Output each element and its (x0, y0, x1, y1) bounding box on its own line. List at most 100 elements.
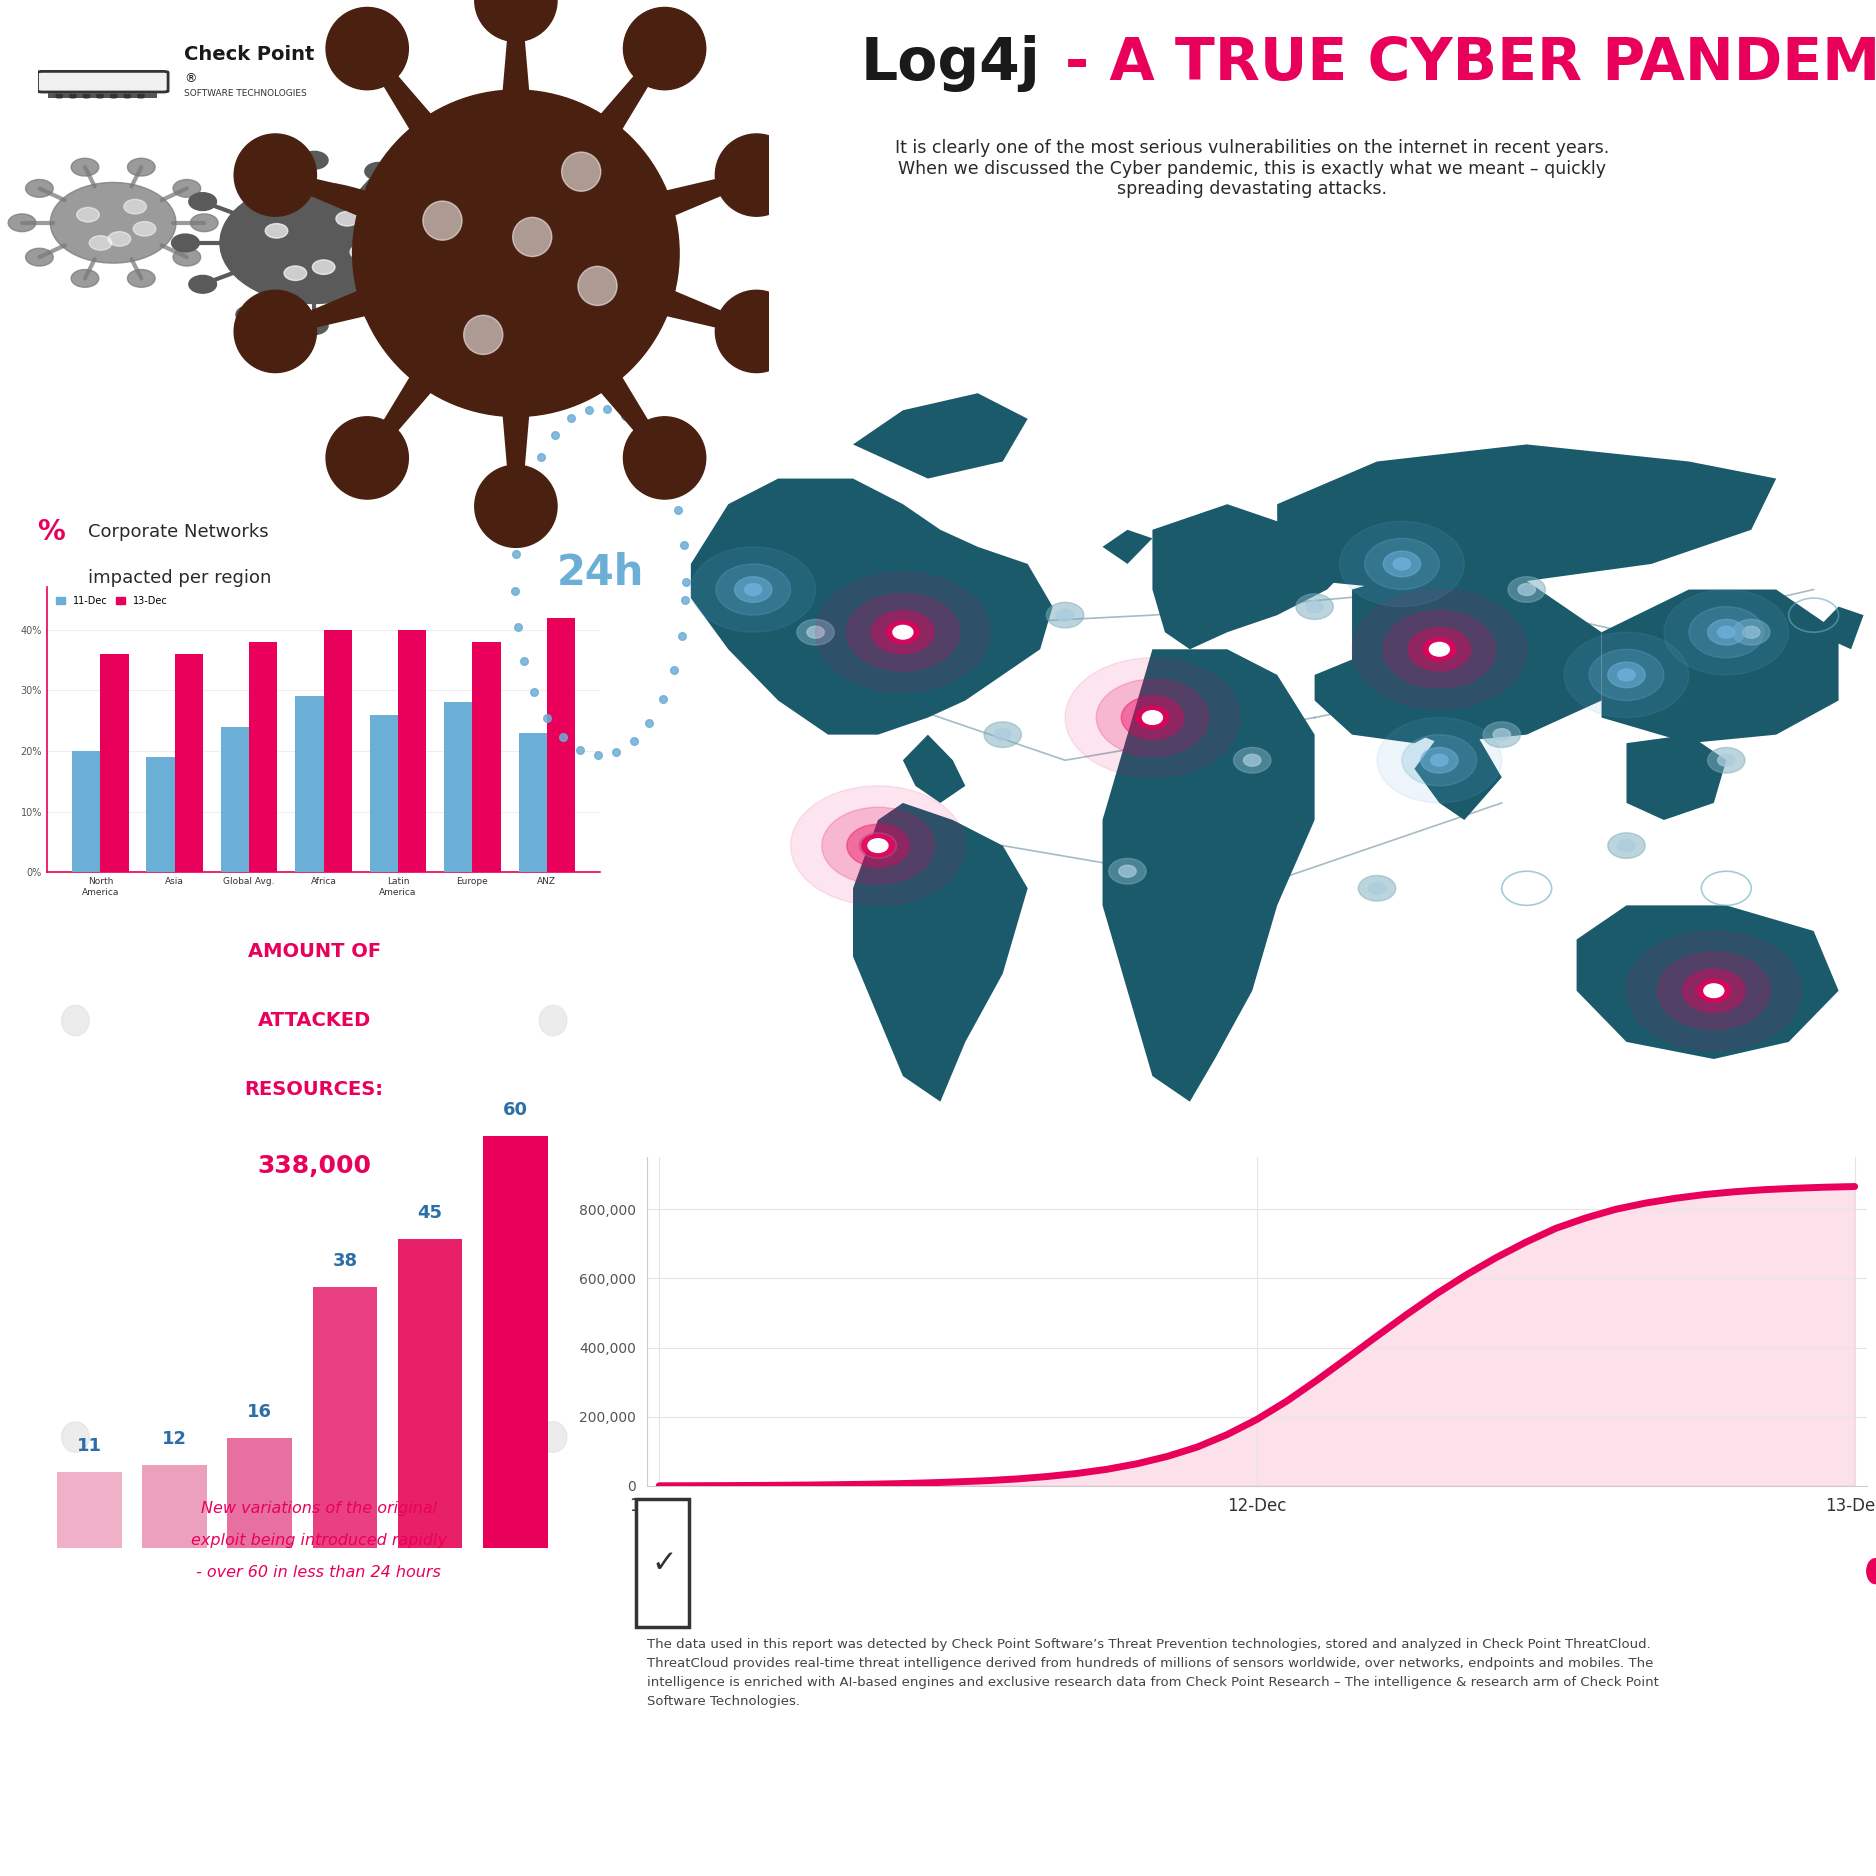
Circle shape (8, 214, 36, 231)
Circle shape (1658, 953, 1769, 1030)
Circle shape (475, 465, 557, 548)
Circle shape (1424, 638, 1456, 660)
Circle shape (124, 199, 146, 214)
Circle shape (1353, 589, 1527, 709)
Circle shape (1683, 970, 1745, 1011)
Text: ®: ® (184, 71, 197, 84)
Circle shape (690, 548, 816, 632)
Text: Log4j: Log4j (861, 36, 1039, 92)
Circle shape (1703, 983, 1724, 998)
Circle shape (1718, 627, 1735, 638)
Circle shape (893, 625, 914, 640)
Text: 38: 38 (332, 1251, 358, 1270)
Text: 16: 16 (248, 1403, 272, 1420)
Circle shape (1122, 696, 1184, 739)
Bar (313, 1287, 377, 1548)
Polygon shape (1576, 906, 1838, 1058)
Text: ✓: ✓ (651, 1550, 677, 1578)
Bar (482, 1137, 548, 1548)
Circle shape (189, 276, 216, 293)
Circle shape (133, 221, 156, 236)
Circle shape (1707, 747, 1745, 773)
Circle shape (735, 576, 771, 602)
Circle shape (869, 840, 887, 852)
Circle shape (1066, 658, 1240, 777)
Circle shape (527, 992, 580, 1049)
Circle shape (1047, 602, 1084, 628)
Circle shape (300, 317, 328, 334)
Polygon shape (902, 735, 966, 803)
Circle shape (62, 1006, 90, 1036)
Circle shape (1339, 522, 1465, 606)
Circle shape (62, 1422, 90, 1452)
Circle shape (430, 234, 458, 251)
Circle shape (300, 152, 328, 169)
Polygon shape (854, 394, 1028, 478)
Circle shape (326, 8, 409, 90)
Circle shape (985, 722, 1021, 747)
Circle shape (1688, 606, 1763, 658)
Circle shape (364, 163, 392, 180)
Circle shape (26, 248, 53, 266)
Polygon shape (1626, 735, 1726, 820)
Circle shape (236, 163, 265, 180)
Circle shape (1056, 610, 1073, 621)
Text: - over 60 in less than 24 hours: - over 60 in less than 24 hours (197, 1565, 441, 1580)
Circle shape (1364, 538, 1439, 589)
Circle shape (527, 1409, 580, 1465)
Circle shape (538, 1006, 567, 1036)
Bar (518, 734, 548, 872)
Circle shape (1718, 754, 1735, 765)
Circle shape (326, 416, 409, 499)
Polygon shape (1353, 565, 1602, 743)
Circle shape (1617, 670, 1636, 681)
Circle shape (561, 152, 600, 191)
Circle shape (1420, 747, 1458, 773)
Text: New variations of the original: New variations of the original (201, 1501, 437, 1516)
Text: - A TRUE CYBER PANDEMIC: - A TRUE CYBER PANDEMIC (1066, 36, 1876, 92)
Circle shape (816, 572, 991, 692)
Circle shape (311, 261, 336, 274)
Circle shape (109, 231, 131, 246)
Circle shape (173, 248, 201, 266)
Circle shape (1608, 833, 1645, 859)
Circle shape (265, 223, 287, 238)
Circle shape (1733, 619, 1769, 645)
Circle shape (512, 218, 552, 257)
Circle shape (413, 193, 439, 210)
Polygon shape (1814, 606, 1863, 649)
Circle shape (1358, 876, 1396, 900)
Bar (445, 702, 473, 872)
Circle shape (1664, 589, 1788, 675)
Circle shape (790, 786, 966, 906)
Circle shape (1109, 859, 1146, 884)
Circle shape (1118, 865, 1137, 878)
Circle shape (1383, 612, 1495, 688)
Text: 24h: 24h (557, 552, 643, 595)
Polygon shape (1415, 735, 1501, 820)
Circle shape (236, 306, 265, 323)
Polygon shape (690, 478, 1052, 735)
Text: 12: 12 (161, 1430, 188, 1448)
Circle shape (336, 212, 358, 225)
Bar (295, 696, 323, 872)
Bar (370, 715, 398, 872)
Circle shape (351, 244, 373, 259)
Bar (636, 1499, 688, 1626)
Polygon shape (1103, 529, 1152, 565)
Circle shape (1565, 632, 1688, 719)
Circle shape (859, 833, 897, 859)
Circle shape (1383, 552, 1420, 576)
Circle shape (1377, 717, 1501, 803)
Circle shape (234, 291, 317, 373)
Text: It is clearly one of the most serious vulnerabilities on the internet in recent : It is clearly one of the most serious vu… (895, 139, 1610, 199)
Text: SOFTWARE TECHNOLOGIES: SOFTWARE TECHNOLOGIES (184, 88, 308, 98)
Text: impacted per region: impacted per region (88, 568, 272, 587)
Circle shape (872, 612, 934, 653)
Circle shape (173, 180, 201, 197)
Circle shape (1137, 707, 1169, 728)
Circle shape (1306, 600, 1323, 613)
Circle shape (71, 158, 99, 176)
Circle shape (364, 306, 392, 323)
Circle shape (1484, 722, 1520, 747)
